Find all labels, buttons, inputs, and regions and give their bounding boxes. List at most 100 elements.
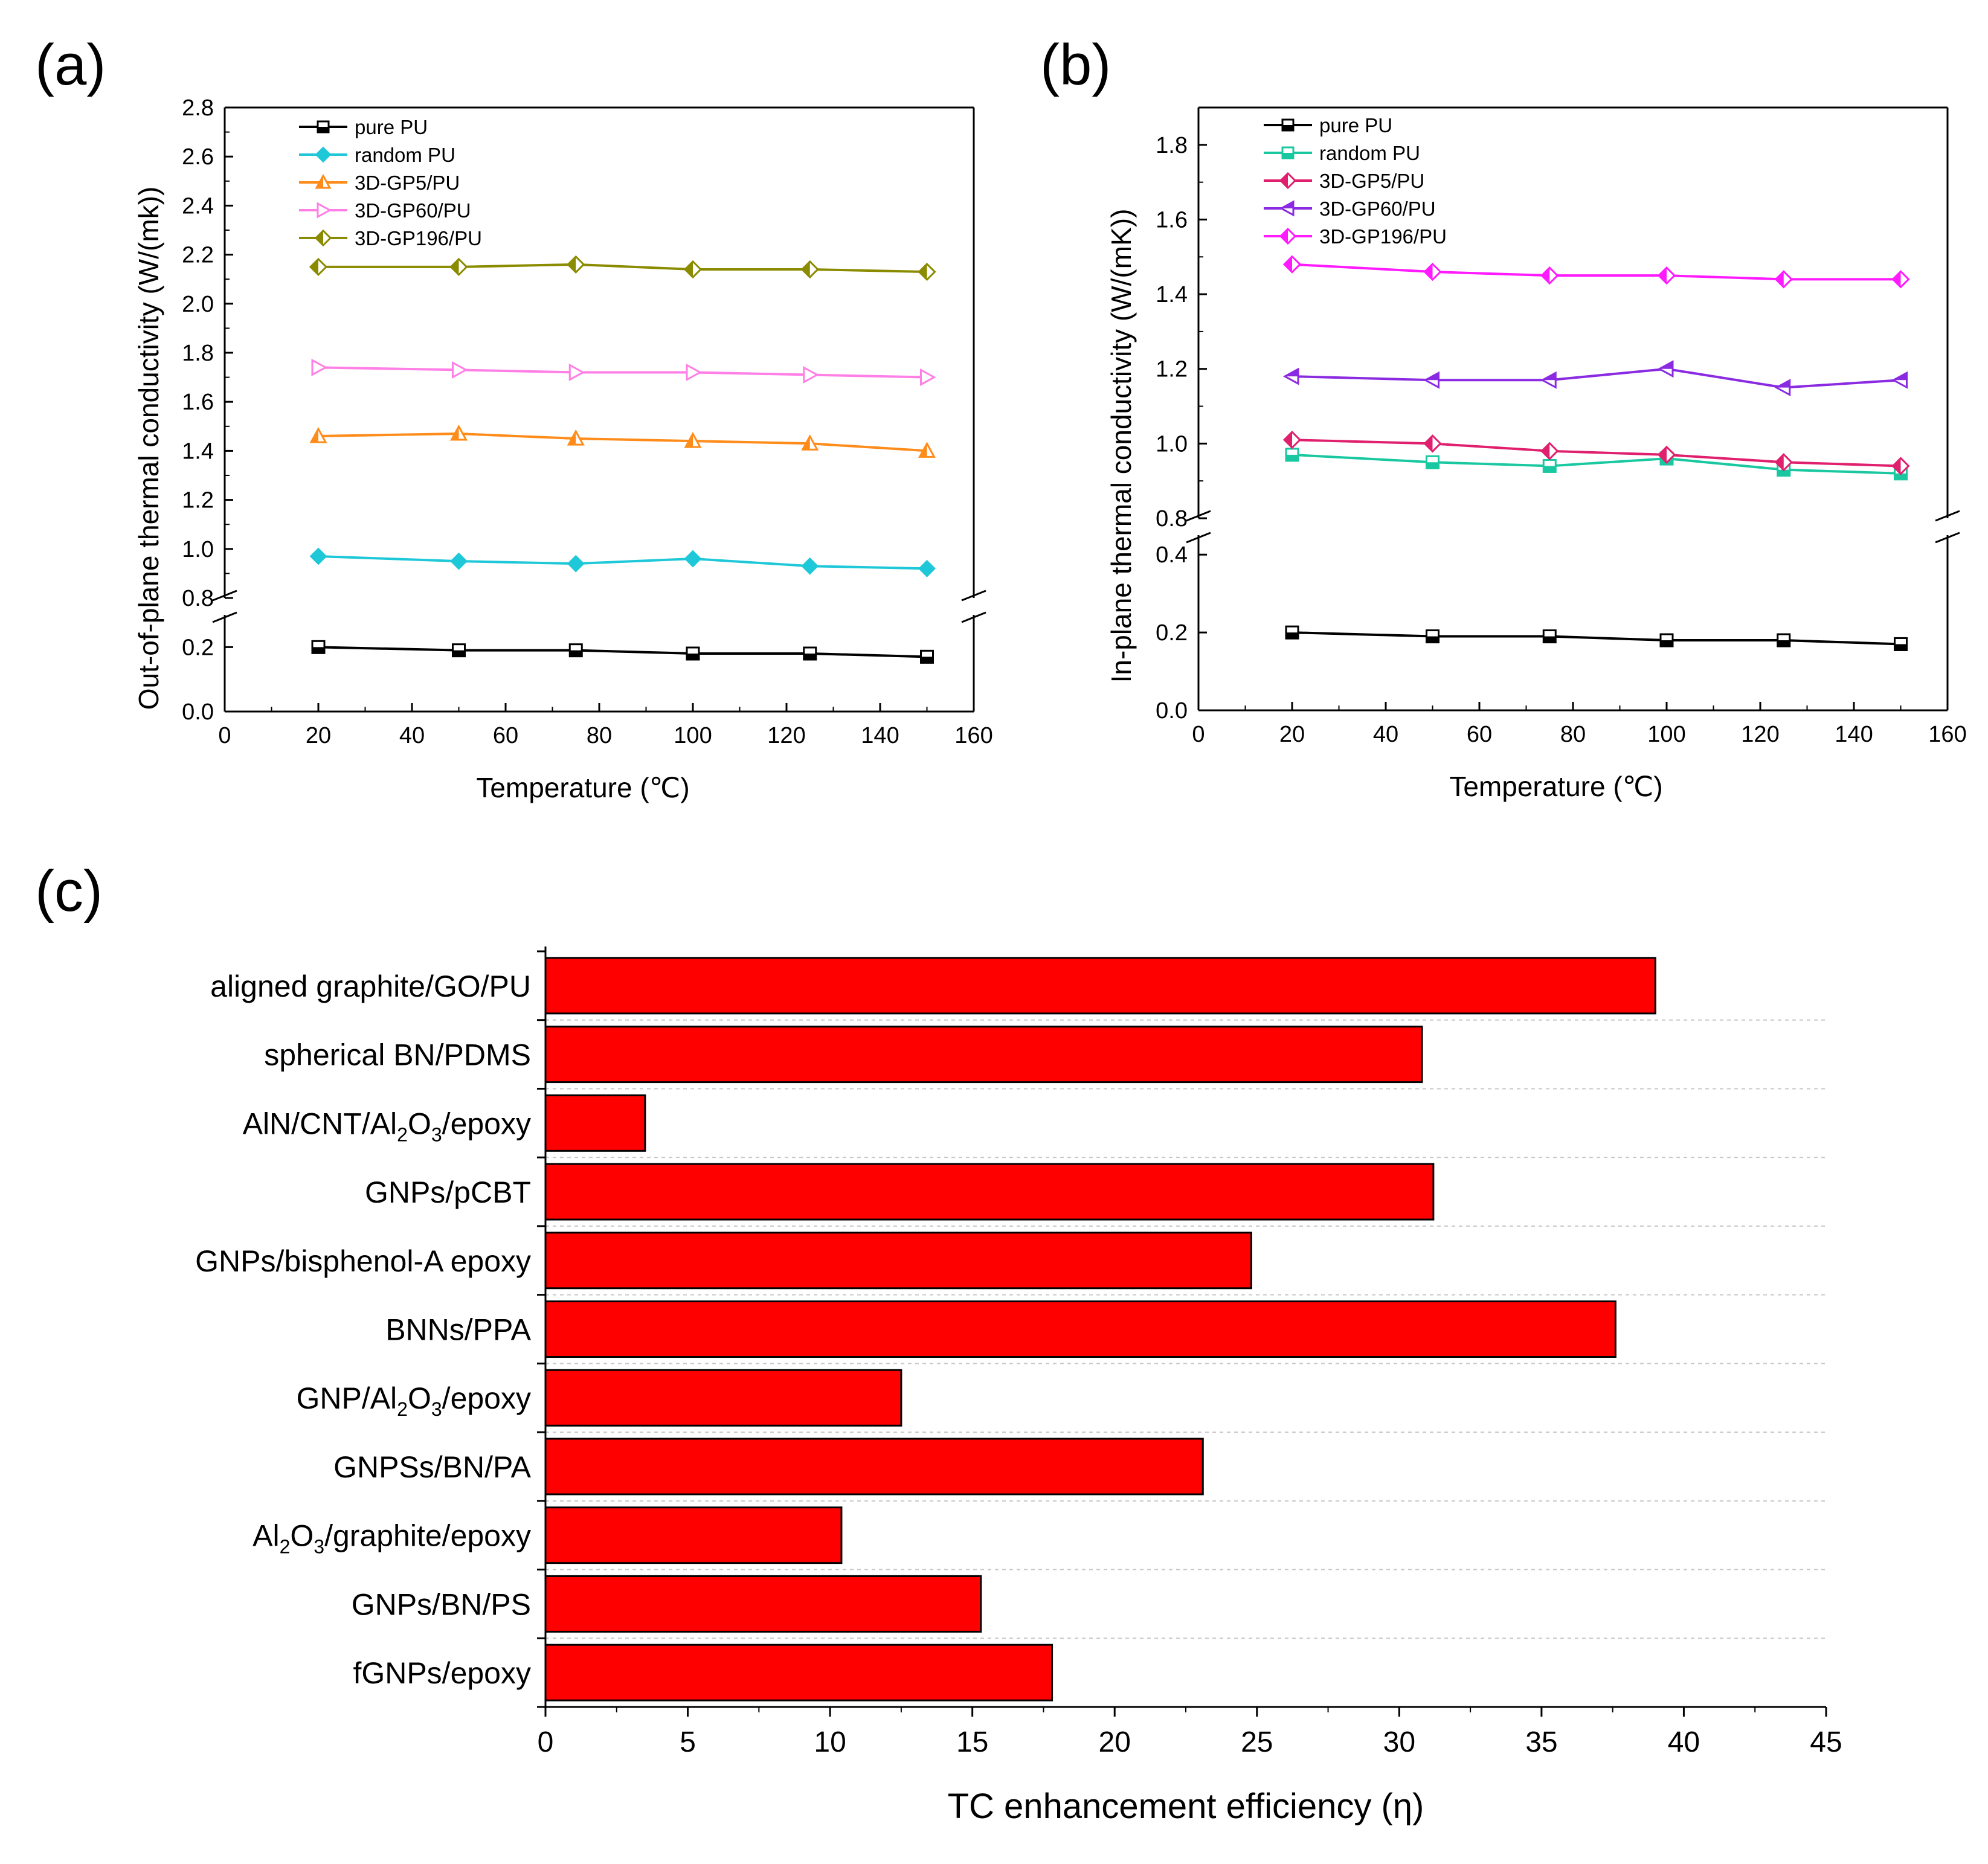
a-legend-marker-2-fill bbox=[317, 176, 323, 188]
c-category-label-part: aligned graphite/GO/PU bbox=[210, 969, 531, 1003]
c-category-label-7: GNPSs/BN/PA bbox=[333, 1450, 532, 1484]
b-series-0-point-fill bbox=[1543, 636, 1556, 643]
panel-a-y-axis-title: Out-of-plane thermal conductivity (W/(mk… bbox=[133, 187, 164, 710]
c-category-label-part: /epoxy bbox=[442, 1107, 531, 1140]
c-x-tick-label: 0 bbox=[538, 1726, 554, 1758]
b-y-tick-label: 0.2 bbox=[1156, 620, 1188, 646]
a-series-1-point bbox=[450, 552, 468, 570]
a-series-3-point bbox=[686, 363, 703, 382]
c-category-label-0: aligned graphite/GO/PU bbox=[210, 969, 531, 1003]
b-legend-marker-0-fill bbox=[1282, 125, 1293, 130]
b-series-2-point-fill bbox=[1284, 432, 1292, 448]
a-series-0-point-fill bbox=[921, 657, 933, 663]
b-series-line-1 bbox=[1292, 453, 1901, 475]
b-series-4-point-fill bbox=[1659, 268, 1667, 284]
a-series-0-point-fill bbox=[803, 654, 816, 660]
a-series-1-point bbox=[309, 547, 327, 565]
a-right-break-mark-upper bbox=[961, 590, 986, 602]
a-series-4-point-fill bbox=[568, 256, 576, 272]
b-series-0-point-fill bbox=[1426, 636, 1439, 643]
a-series-3-point bbox=[311, 358, 328, 376]
a-series-1-point bbox=[567, 554, 585, 573]
b-series-3-point-fill bbox=[1425, 373, 1439, 381]
panel-b-legend: pure PU random PU 3D-GP5/PU 3D-GP60/PU 3D-GP… bbox=[1264, 114, 1447, 248]
a-x-tick-label: 160 bbox=[954, 723, 992, 748]
panel-a-label: (a) bbox=[35, 33, 106, 97]
a-right-break-mark-lower bbox=[961, 611, 986, 623]
c-category-label-part: spherical BN/PDMS bbox=[264, 1038, 531, 1072]
b-legend-label: random PU bbox=[1319, 142, 1420, 164]
a-x-tick-label: 80 bbox=[587, 723, 612, 748]
c-category-label-subscript: 3 bbox=[431, 1123, 442, 1145]
b-series-4-point-fill bbox=[1424, 264, 1433, 280]
b-series-2-point-fill bbox=[1659, 446, 1667, 463]
a-y-tick-label: 1.6 bbox=[182, 390, 214, 415]
c-category-label-part: GNPs/bisphenol-A epoxy bbox=[195, 1244, 531, 1278]
c-bar-6 bbox=[544, 1369, 902, 1427]
b-series-0-point-fill bbox=[1661, 640, 1673, 646]
b-series-2-point-fill bbox=[1542, 443, 1550, 459]
b-series-4-point-fill bbox=[1893, 271, 1901, 288]
a-series-0-point-fill bbox=[312, 647, 324, 654]
c-category-label-5: BNNs/PPA bbox=[385, 1313, 531, 1347]
c-x-tick-label: 10 bbox=[814, 1726, 846, 1758]
b-series-0-point-fill bbox=[1894, 644, 1907, 651]
a-y-tick-label: 2.2 bbox=[182, 243, 214, 268]
c-category-label-part: GNPSs/BN/PA bbox=[333, 1450, 532, 1484]
b-series-2-point-fill bbox=[1775, 454, 1784, 471]
c-category-label-part: GNPs/BN/PS bbox=[352, 1587, 531, 1621]
b-series-4-point-fill bbox=[1542, 268, 1550, 284]
c-category-label-part: O bbox=[290, 1519, 314, 1553]
a-y-tick-label: 2.8 bbox=[182, 95, 214, 121]
a-legend-label: random PU bbox=[355, 144, 455, 166]
a-legend-marker-4-fill bbox=[316, 231, 323, 245]
a-series-2-point-fill bbox=[686, 434, 693, 448]
b-series-3-point-fill bbox=[1776, 380, 1790, 388]
a-series-line-1 bbox=[318, 554, 927, 570]
a-legend-label: pure PU bbox=[355, 116, 428, 138]
a-x-tick-label: 120 bbox=[767, 723, 805, 748]
a-y-tick-label: 1.2 bbox=[182, 488, 214, 513]
b-series-line-4 bbox=[1292, 263, 1901, 281]
a-series-0-point-fill bbox=[570, 650, 582, 657]
c-category-label-2: AlN/CNT/Al2O3/epoxy bbox=[243, 1107, 531, 1145]
b-legend-marker-1-fill bbox=[1282, 153, 1293, 158]
b-y-tick-label: 1.4 bbox=[1156, 282, 1188, 307]
c-x-tick-label: 40 bbox=[1668, 1726, 1700, 1758]
b-series-1-point-fill bbox=[1543, 466, 1556, 472]
c-bar-1 bbox=[544, 1026, 1423, 1084]
b-legend-label: pure PU bbox=[1319, 114, 1392, 137]
b-left-break-mark-upper bbox=[1186, 510, 1211, 522]
b-legend-marker-4-fill bbox=[1281, 229, 1288, 243]
a-series-line-2 bbox=[318, 432, 927, 452]
a-series-1-point bbox=[684, 550, 702, 568]
c-category-label-part: fGNPs/epoxy bbox=[353, 1656, 531, 1690]
a-legend-label: 3D-GP60/PU bbox=[355, 199, 471, 222]
a-y-tick-label: 0.8 bbox=[182, 586, 214, 611]
a-series-2-point-fill bbox=[451, 426, 459, 440]
c-x-tick-label: 15 bbox=[956, 1726, 988, 1758]
a-series-4-point-fill bbox=[802, 261, 810, 277]
a-x-tick-label: 0 bbox=[218, 723, 231, 748]
b-y-tick-label: 1.2 bbox=[1156, 357, 1188, 382]
b-legend-label: 3D-GP196/PU bbox=[1319, 225, 1447, 248]
a-series-3-point bbox=[803, 366, 819, 384]
a-series-1-point bbox=[801, 557, 819, 575]
panel-b-y-axis-title: In-plane thermal conductivity (W/(mK)) bbox=[1105, 209, 1137, 683]
c-bar-8 bbox=[544, 1506, 843, 1564]
c-category-label-10: fGNPs/epoxy bbox=[353, 1656, 531, 1690]
b-legend-marker-2-fill bbox=[1281, 173, 1288, 188]
c-category-label-part: Al bbox=[253, 1519, 279, 1553]
c-bar-2 bbox=[544, 1094, 646, 1152]
c-bar-10 bbox=[544, 1644, 1054, 1702]
a-series-4-point-fill bbox=[310, 259, 318, 275]
b-series-2-point-fill bbox=[1424, 435, 1433, 452]
panel-a-series bbox=[309, 255, 936, 664]
a-series-4-point-fill bbox=[451, 259, 459, 275]
c-category-label-subscript: 2 bbox=[280, 1536, 291, 1558]
a-series-line-0 bbox=[318, 646, 927, 658]
b-series-1-point-fill bbox=[1777, 469, 1790, 476]
b-series-3-point-fill bbox=[1285, 369, 1298, 377]
c-category-label-subscript: 3 bbox=[314, 1536, 324, 1558]
a-series-0-point-fill bbox=[452, 650, 465, 657]
